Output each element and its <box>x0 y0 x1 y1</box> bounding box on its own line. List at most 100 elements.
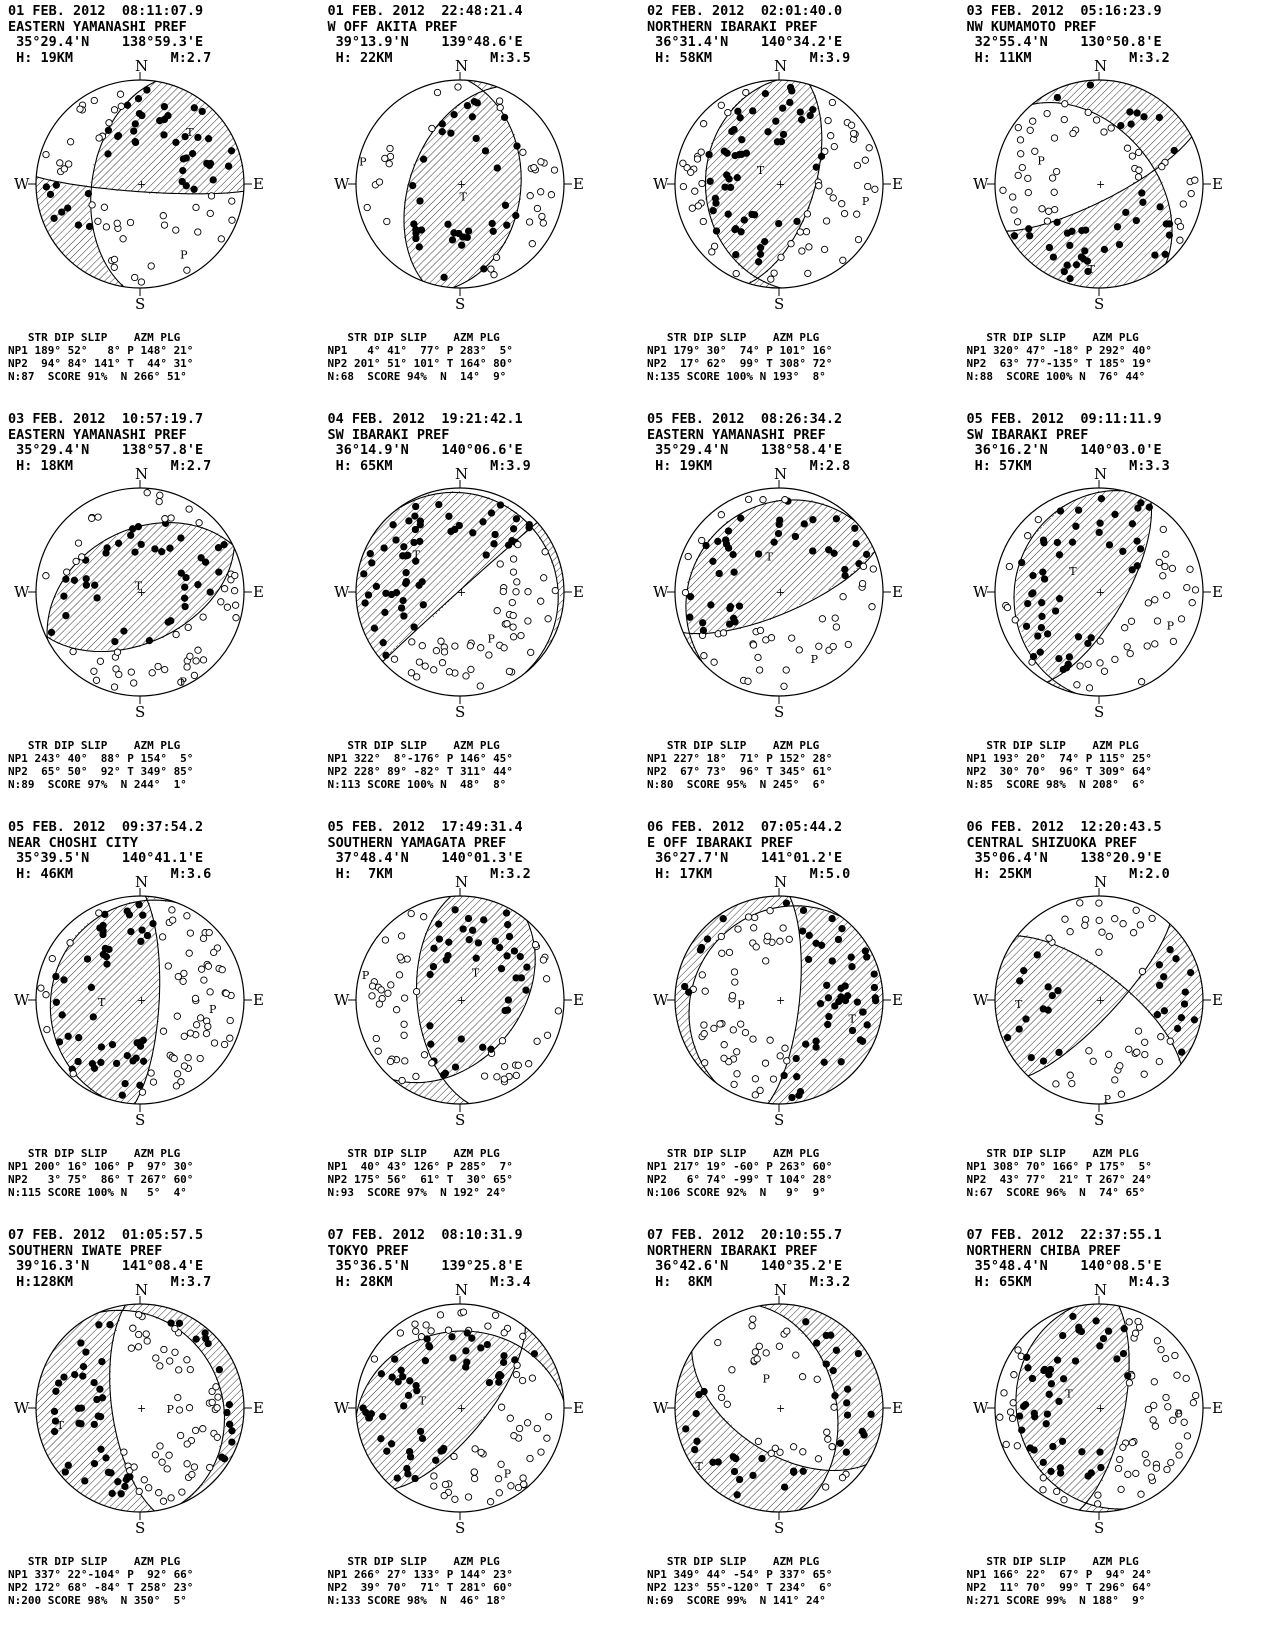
dilatation-polarity <box>728 992 737 1000</box>
dilatation-polarity <box>110 255 119 264</box>
compression-polarity <box>802 1040 810 1048</box>
compression-polarity <box>106 1321 114 1329</box>
compression-polarity <box>841 565 849 574</box>
dilatation-polarity <box>212 1383 220 1391</box>
compression-polarity <box>198 107 206 116</box>
dilatation-polarity <box>859 562 868 571</box>
event-depth-mag: H: 57KM M:3.3 <box>967 458 1170 475</box>
compression-polarity <box>134 95 143 103</box>
dilatation-polarity <box>43 1025 51 1034</box>
dilatation-polarity <box>1107 124 1115 132</box>
event-longitude: 140°01.3'E <box>441 850 523 866</box>
event-depth: H: 19KM <box>16 49 74 66</box>
compression-polarity <box>422 1335 431 1343</box>
compression-polarity <box>79 1372 87 1380</box>
compression-polarity <box>390 1355 398 1363</box>
compression-polarity <box>111 637 119 646</box>
dilatation-polarity <box>526 648 534 657</box>
compression-polarity <box>105 945 113 954</box>
dilatation-polarity <box>131 273 139 282</box>
event-date: 07 FEB. 2012 <box>966 1227 1065 1243</box>
dilatation-polarity <box>823 1428 831 1436</box>
compression-polarity <box>450 525 458 534</box>
dilatation-polarity <box>112 665 120 673</box>
dilatation-polarity <box>822 1483 830 1491</box>
compression-polarity <box>139 911 147 919</box>
compression-polarity <box>204 135 213 143</box>
dilatation-polarity <box>173 1070 182 1078</box>
dilatation-polarity <box>1003 603 1011 612</box>
dilatation-polarity <box>700 1021 708 1029</box>
compression-polarity <box>472 134 480 143</box>
event-depth-mag: H: 65KM M:3.9 <box>328 458 531 475</box>
dilatation-polarity <box>543 615 552 623</box>
dilatation-polarity <box>180 1032 188 1040</box>
np2-row: NP2 43° 77° 21° T 267° 24° <box>966 1173 1152 1186</box>
compression-polarity <box>1123 1372 1131 1380</box>
dilatation-polarity <box>509 555 517 563</box>
dilatation-polarity <box>134 1343 143 1351</box>
compression-polarity <box>521 986 530 994</box>
compression-polarity <box>1039 1458 1047 1467</box>
event-depth: H: 28KM <box>335 1273 393 1290</box>
dilatation-polarity <box>1008 193 1016 201</box>
dilatation-polarity <box>500 1075 508 1083</box>
compression-polarity <box>1039 1005 1047 1013</box>
dilatation-polarity <box>436 637 445 645</box>
np2-row: NP2 172° 68° -84° T 258° 23° <box>8 1581 194 1594</box>
compression-polarity <box>686 613 694 621</box>
compression-polarity <box>134 523 143 531</box>
compression-polarity <box>863 953 871 961</box>
dilatation-polarity <box>186 1029 195 1037</box>
dilatation-polarity <box>1028 117 1036 125</box>
compression-polarity <box>734 107 742 115</box>
dilatation-polarity <box>1138 967 1146 976</box>
compression-polarity <box>870 983 879 992</box>
east-label: E <box>892 583 903 601</box>
compressional-quadrant <box>994 923 1203 1076</box>
dilatation-polarity <box>871 185 879 193</box>
dilatation-polarity <box>526 192 534 200</box>
dilatation-polarity <box>1060 115 1068 124</box>
dilatation-polarity <box>231 571 239 580</box>
event-coordinates: 35°29.4'N 138°59.3'E <box>8 34 211 51</box>
compression-polarity <box>699 619 707 627</box>
dilatation-polarity <box>411 1327 419 1335</box>
dilatation-polarity <box>210 948 218 957</box>
dilatation-polarity <box>1189 1399 1197 1407</box>
center-mark: + <box>1096 178 1105 191</box>
dilatation-polarity <box>539 956 547 964</box>
score-row: N:67 SCORE 96% N 74° 65° <box>966 1186 1146 1199</box>
p-axis-label: P <box>359 156 367 169</box>
event-datetime: 05 FEB. 2012 17:49:31.4 <box>328 819 531 836</box>
dilatation-polarity <box>382 217 390 226</box>
dilatation-polarity <box>496 103 504 112</box>
dilatation-polarity <box>171 1324 179 1333</box>
dilatation-polarity <box>190 671 199 680</box>
compression-polarity <box>62 575 70 583</box>
compression-polarity <box>1010 232 1018 240</box>
compression-polarity <box>825 546 833 554</box>
compression-polarity <box>476 1344 484 1352</box>
compression-polarity <box>723 149 731 157</box>
t-axis-label: T <box>412 548 420 561</box>
compression-polarity <box>512 142 521 150</box>
dilatation-polarity <box>148 669 156 677</box>
dilatation-polarity <box>710 242 719 250</box>
compression-polarity <box>58 1011 66 1019</box>
north-label: N <box>774 465 787 483</box>
dilatation-polarity <box>147 262 155 270</box>
dilatation-polarity <box>113 648 122 656</box>
dilatation-polarity <box>433 88 441 97</box>
compression-polarity <box>93 594 101 602</box>
compression-polarity <box>831 1002 839 1010</box>
dilatation-polarity <box>65 160 73 168</box>
compression-polarity <box>79 1362 88 1371</box>
compression-polarity <box>225 1400 234 1409</box>
dilatation-polarity <box>720 1041 728 1049</box>
dilatation-polarity <box>1059 1496 1068 1504</box>
compression-polarity <box>77 1339 85 1347</box>
dilatation-polarity <box>184 623 192 632</box>
compression-polarity <box>117 1490 125 1498</box>
